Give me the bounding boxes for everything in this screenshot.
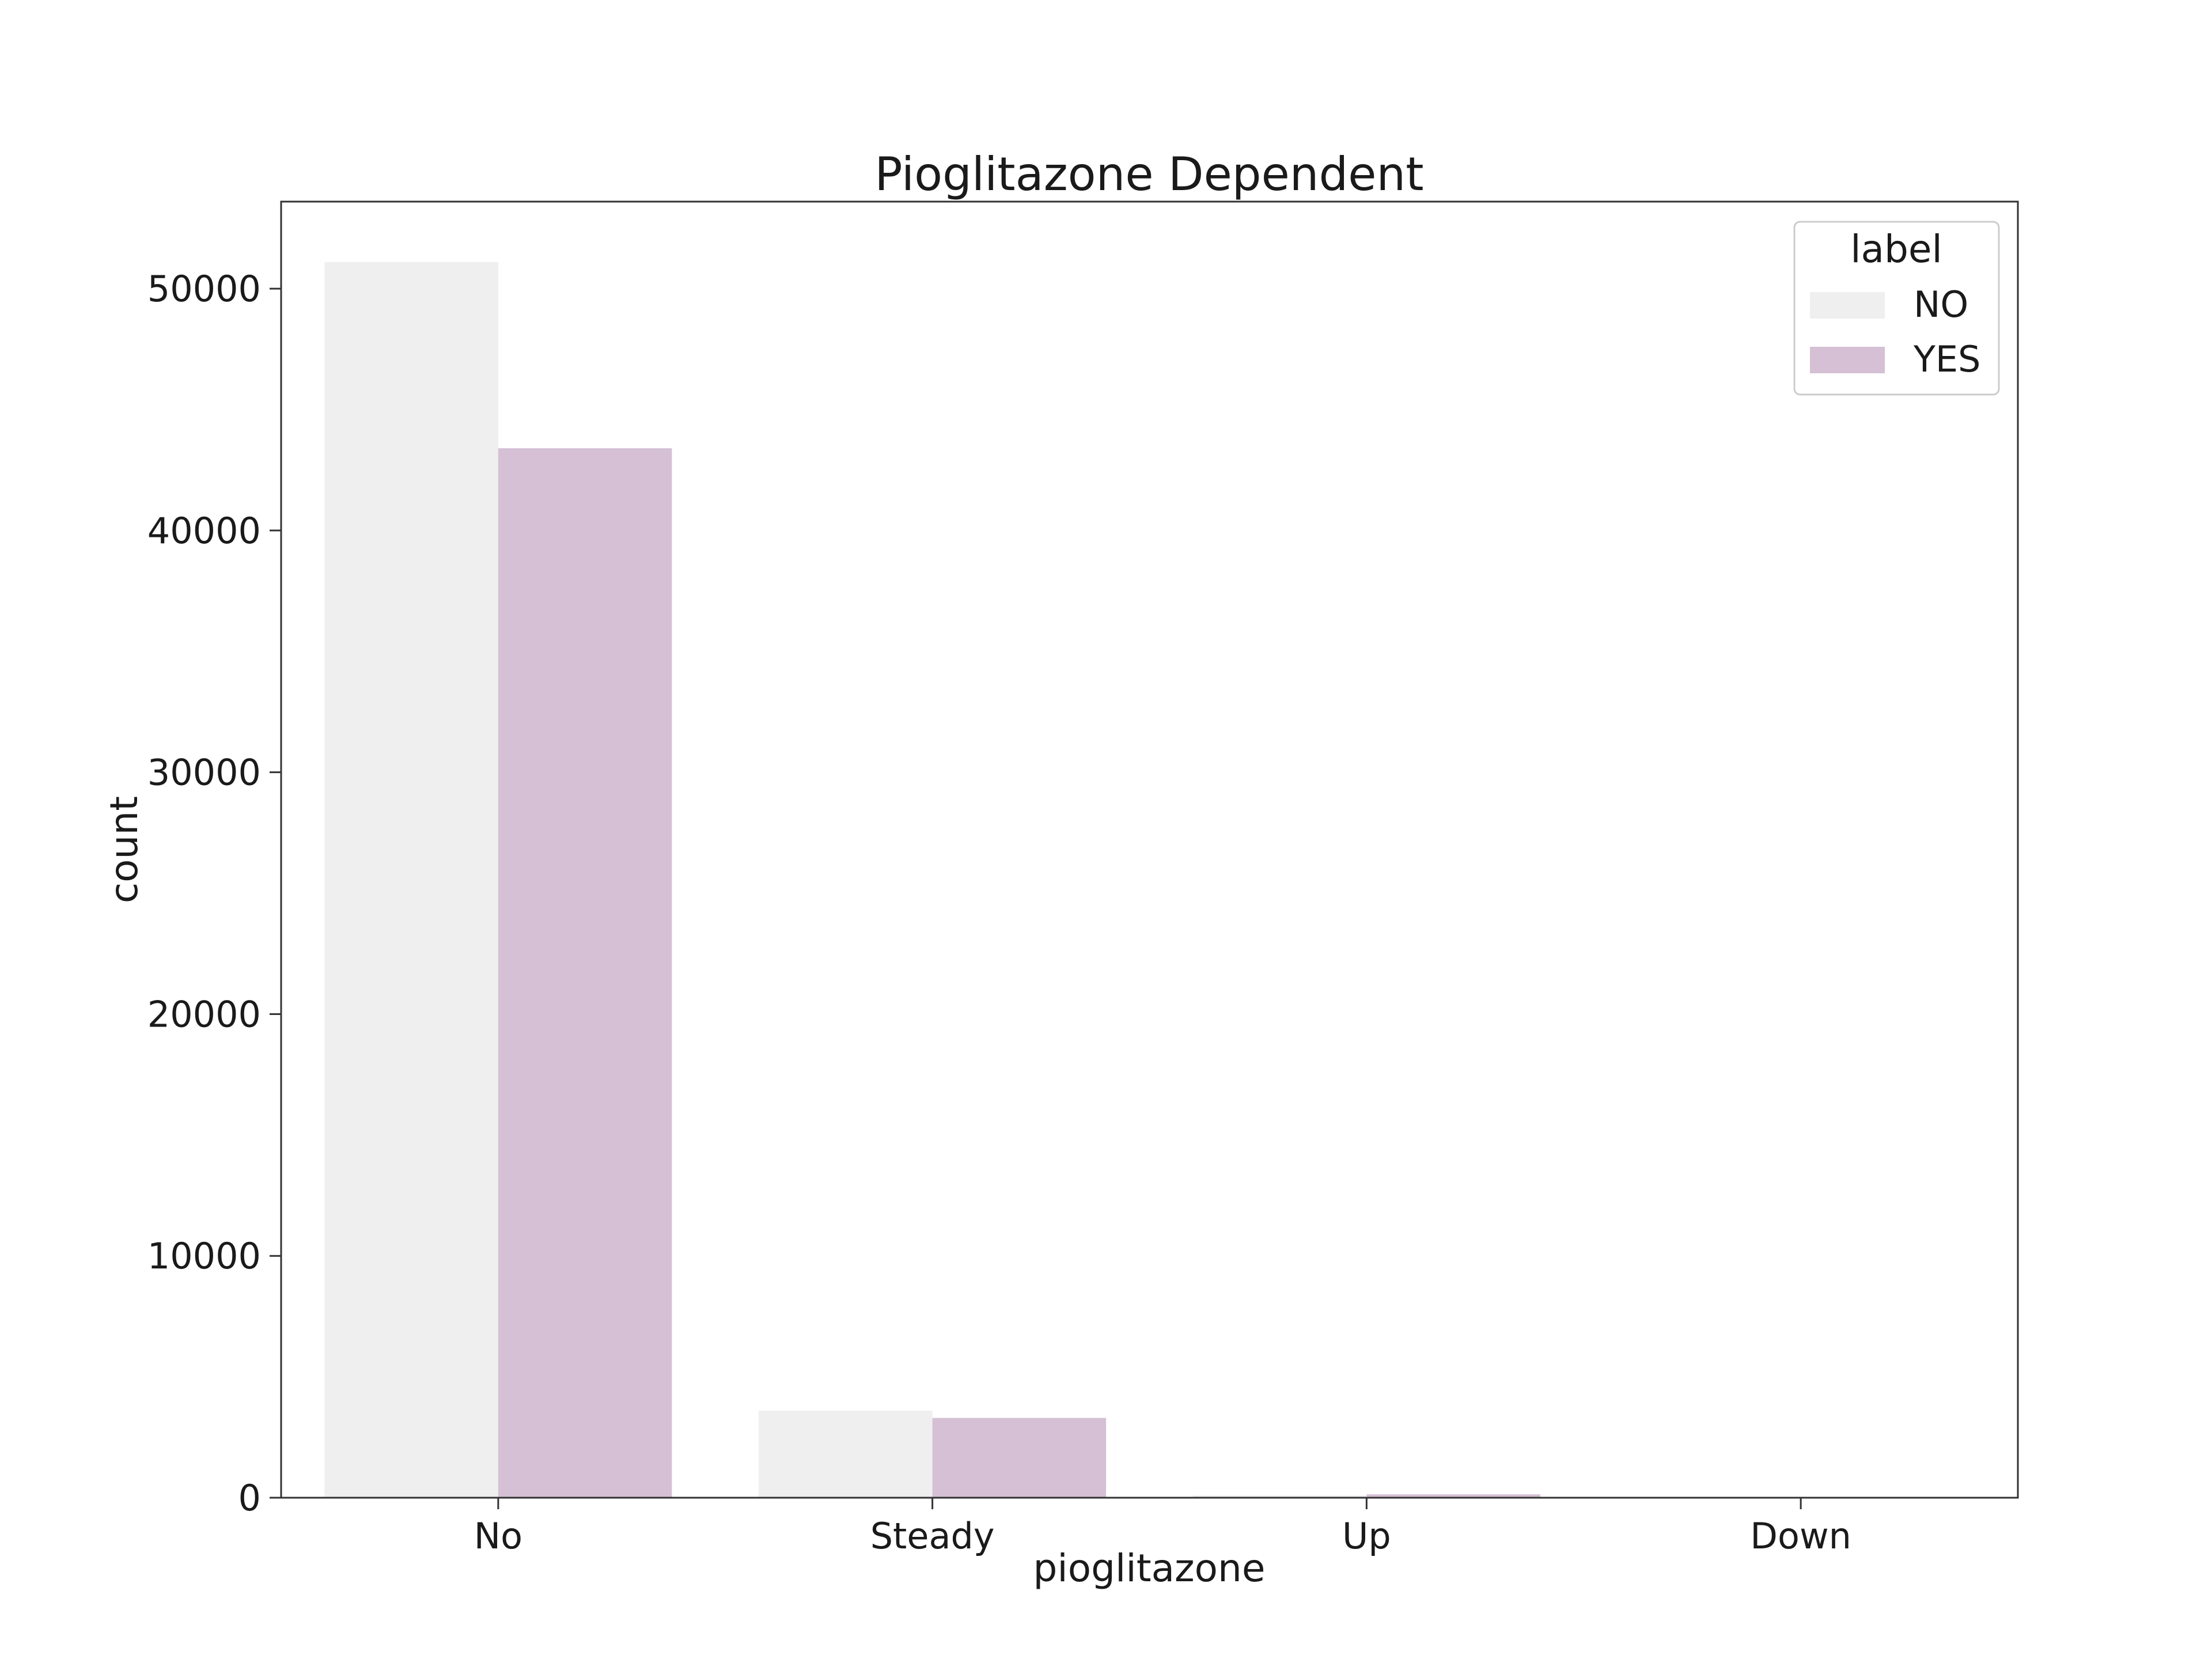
legend-swatch-yes: [1810, 347, 1885, 373]
x-axis-label: pioglitazone: [1033, 1546, 1266, 1590]
legend-title: label: [1850, 227, 1942, 271]
bar-up-no: [1192, 1495, 1367, 1498]
y-tick-label: 10000: [147, 1235, 261, 1277]
bar-up-yes: [1366, 1494, 1540, 1498]
y-axis-label: count: [102, 796, 146, 903]
x-tick-label: No: [474, 1515, 522, 1557]
y-axis: 0 10000 20000 30000 40000 50000: [147, 268, 281, 1519]
y-tick-label: 40000: [147, 510, 261, 552]
legend-label-yes: YES: [1913, 338, 1980, 380]
bar-no-yes: [498, 448, 672, 1498]
bars-layer: [324, 262, 1975, 1498]
bar-steady-no: [759, 1410, 933, 1498]
y-tick-label: 0: [238, 1477, 261, 1519]
x-tick-label: Steady: [870, 1515, 995, 1557]
legend-label-no: NO: [1914, 283, 1968, 325]
x-axis: No Steady Up Down: [474, 1498, 1851, 1557]
y-tick-label: 20000: [147, 993, 261, 1035]
legend-swatch-no: [1810, 292, 1885, 319]
y-tick-label: 30000: [147, 752, 261, 794]
legend: label NO YES: [1793, 221, 2000, 396]
bar-steady-yes: [932, 1418, 1107, 1498]
y-tick-label: 50000: [147, 268, 261, 310]
x-tick-label: Down: [1750, 1515, 1851, 1557]
bar-no-no: [324, 262, 498, 1498]
x-tick-label: Up: [1342, 1515, 1391, 1557]
plot-frame: [280, 200, 2019, 1499]
chart-title: Pioglitazone Dependent: [874, 147, 1423, 201]
